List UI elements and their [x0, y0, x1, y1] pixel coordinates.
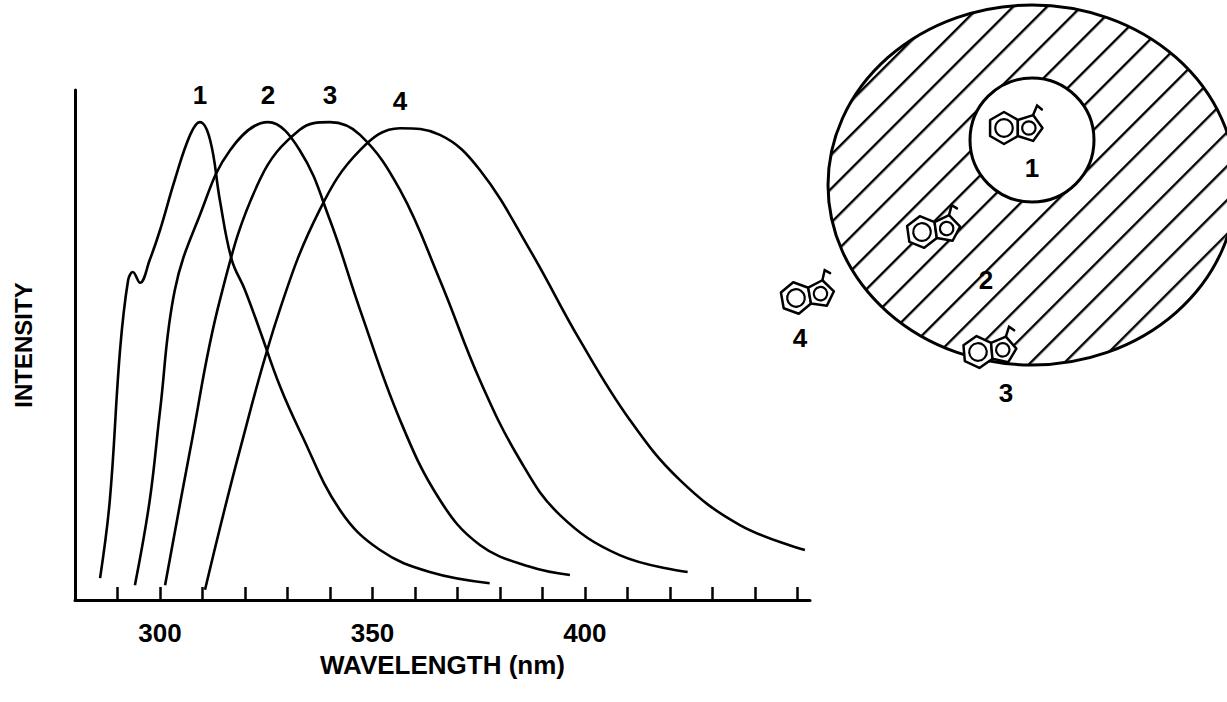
svg-text:WAVELENGTH (nm): WAVELENGTH (nm): [320, 650, 565, 680]
svg-text:1: 1: [1025, 153, 1039, 183]
svg-text:4: 4: [393, 86, 408, 116]
svg-text:2: 2: [979, 265, 993, 295]
svg-text:3: 3: [323, 80, 337, 110]
svg-text:400: 400: [563, 618, 606, 648]
svg-text:2: 2: [261, 80, 275, 110]
svg-text:1: 1: [193, 80, 207, 110]
svg-text:3: 3: [999, 378, 1013, 408]
svg-text:4: 4: [793, 323, 808, 353]
svg-text:350: 350: [351, 618, 394, 648]
svg-text:INTENSITY: INTENSITY: [10, 282, 37, 407]
svg-text:300: 300: [138, 618, 181, 648]
